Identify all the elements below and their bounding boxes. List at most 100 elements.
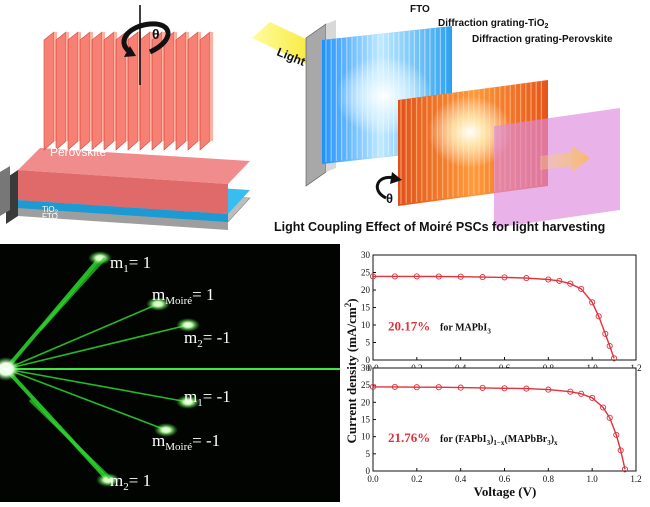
order-symbol: m <box>110 471 123 490</box>
jv-point <box>391 383 398 390</box>
jv-point <box>479 384 486 391</box>
grating-fin <box>187 31 199 151</box>
label-subscript: 1−x <box>493 439 504 447</box>
jv-point <box>413 384 420 391</box>
y-tick-label: 20 <box>361 285 371 295</box>
y-tick-label: 30 <box>361 363 371 373</box>
y-axis-title: Current density (mA/cm2) <box>343 298 359 443</box>
order-value: = -1 <box>203 387 231 406</box>
grating-fin <box>199 31 211 151</box>
output-arrow-icon <box>540 146 590 172</box>
diffraction-spot <box>88 251 112 265</box>
diffraction-beam <box>5 368 167 431</box>
x-tick-label: 0.4 <box>455 474 467 484</box>
perovskite-layer <box>18 148 250 184</box>
grating-fin <box>43 31 55 151</box>
y-tick-label: 25 <box>361 268 371 278</box>
diffraction-spot <box>176 395 200 409</box>
order-subscript: Moiré <box>165 295 192 307</box>
jv-charts: 0.00.20.40.60.81.01.205101520253020.17%f… <box>361 250 642 484</box>
efficiency-label: 21.76% <box>388 430 430 445</box>
x-tick-label: 1.0 <box>587 474 599 484</box>
diffraction-spot <box>154 423 178 437</box>
diffraction-spot <box>176 318 200 332</box>
zero-order-spot <box>0 357 20 381</box>
label-text: ) <box>551 434 554 445</box>
jv-point <box>567 388 574 395</box>
diffraction-order-label: mMoiré= -1 <box>152 431 220 453</box>
jv-point <box>606 342 613 350</box>
y-tick-label: 5 <box>366 338 371 348</box>
jv-point <box>589 394 596 401</box>
grating-fin <box>91 31 103 151</box>
diffraction-beam <box>5 303 159 370</box>
order-value: = 1 <box>129 253 151 272</box>
grating-fin <box>175 31 187 151</box>
jv-point <box>611 355 618 362</box>
jv-point <box>613 431 620 438</box>
label-subscript: 3 <box>487 328 491 336</box>
y-tick-label: 10 <box>361 320 371 330</box>
y-tick-label: 0 <box>366 466 371 476</box>
diffraction-beam <box>5 368 189 403</box>
label-text: for (FAPbI <box>440 434 487 445</box>
rotation-theta: θ <box>152 26 160 42</box>
jv-point <box>523 275 530 282</box>
diffraction-beams <box>0 251 340 487</box>
x-tick-label: 0.8 <box>543 474 555 484</box>
jv-point <box>556 277 563 284</box>
jv-point <box>578 390 585 397</box>
jv-point <box>523 385 530 392</box>
angle-theta: θ <box>386 191 393 206</box>
angle-arrow-icon <box>375 175 395 200</box>
y-tick-label: 10 <box>361 432 371 442</box>
jv-point <box>391 273 398 280</box>
label-subscript: 3 <box>547 439 551 447</box>
jv-point <box>457 384 464 391</box>
jv-point <box>501 274 508 281</box>
jv-point <box>602 330 609 337</box>
grating-fin <box>55 31 67 151</box>
grating-fin <box>139 31 151 151</box>
label-text: for MAPbI <box>440 323 487 334</box>
diffraction-order-label: m2= -1 <box>184 328 231 350</box>
panel-caption: Light Coupling Effect of Moiré PSCs for … <box>274 220 605 234</box>
jv-point <box>567 280 574 287</box>
x-tick-label: 0.2 <box>411 474 422 484</box>
order-value: = 1 <box>192 285 214 304</box>
label-subscript: x <box>554 439 558 447</box>
device-label: for (FAPbI3)1−x(MAPbBr3)x <box>440 434 558 447</box>
grating-fin <box>103 31 115 151</box>
grating-fin <box>163 31 175 151</box>
diffraction-order-label: m2= 1 <box>110 471 151 493</box>
fto-plate-label: FTO <box>410 4 430 15</box>
order-subscript: 2 <box>197 338 203 350</box>
diffraction-order-label: m1= -1 <box>184 387 231 409</box>
jv-point <box>578 285 585 292</box>
jv-point <box>369 273 377 280</box>
order-symbol: m <box>152 431 165 450</box>
grating-fin-face <box>210 32 213 141</box>
rotation-arrow-icon <box>121 21 171 55</box>
label-text: (MAPbBr <box>504 434 547 445</box>
jv-point <box>606 414 613 421</box>
label-subscript: 3 <box>487 439 491 447</box>
diffraction-spot <box>146 297 170 311</box>
order-symbol: m <box>110 253 123 272</box>
perovskite-grating-label: Diffraction grating-Perovskite <box>472 34 613 45</box>
y-tick-label: 15 <box>361 303 371 313</box>
x-axis-title: Voltage (V) <box>474 484 537 499</box>
jv-point <box>545 386 552 393</box>
perovskite-grating-fins <box>43 31 213 151</box>
order-symbol: m <box>184 328 197 347</box>
jv-point <box>479 274 486 281</box>
x-tick-label: 0.6 <box>499 474 511 484</box>
x-tick-label: 1.2 <box>630 474 641 484</box>
order-symbol: m <box>184 387 197 406</box>
output-plate <box>494 108 620 228</box>
grating-panel: Light θ FTO Diffraction grating-TiO2 Dif… <box>252 4 620 234</box>
jv-point <box>621 466 629 473</box>
